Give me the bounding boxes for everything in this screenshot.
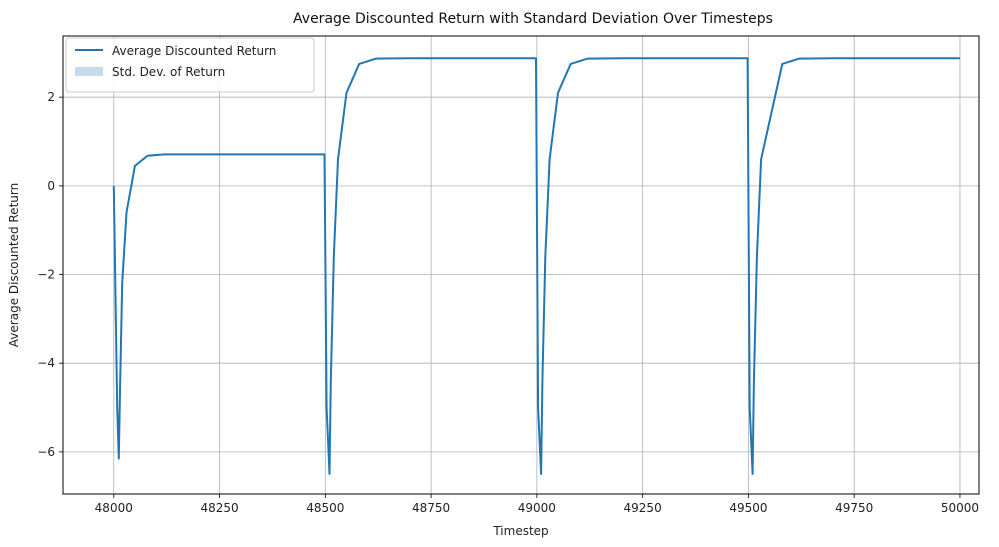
legend-box	[65, 37, 315, 93]
x-tick-label: 49000	[518, 501, 556, 515]
y-tick-label: 2	[47, 90, 55, 104]
y-tick-label: −2	[37, 268, 55, 282]
x-axis-ticks: 48000 48250 48500 48750 49000 49250 49500 49750…	[95, 494, 979, 515]
x-tick-label: 49750	[835, 501, 873, 515]
series	[112, 57, 960, 475]
x-tick-label: 48250	[200, 501, 238, 515]
x-tick-label: 48000	[95, 501, 133, 515]
x-tick-label: 48750	[412, 501, 450, 515]
y-tick-label: 0	[47, 179, 55, 193]
legend: Average Discounted Return Std. Dev. of R…	[65, 37, 315, 93]
y-tick-label: −6	[37, 445, 55, 459]
grid	[63, 36, 979, 494]
y-axis-label: Average Discounted Return	[7, 183, 21, 347]
legend-band-swatch	[75, 67, 103, 76]
x-tick-label: 50000	[941, 501, 979, 515]
chart-title: Average Discounted Return with Standard …	[293, 11, 773, 27]
x-tick-label: 49250	[624, 501, 662, 515]
x-axis-label: Timestep	[492, 524, 548, 538]
x-tick-label: 48500	[306, 501, 344, 515]
plot-frame	[62, 35, 980, 495]
x-tick-label: 49500	[729, 501, 767, 515]
series-line-average-discounted-return	[112, 57, 960, 475]
legend-label-std-dev: Std. Dev. of Return	[112, 65, 225, 79]
y-axis-ticks: 2 0 −2 −4 −6	[37, 90, 63, 459]
legend-label-average: Average Discounted Return	[112, 44, 276, 58]
y-tick-label: −4	[37, 356, 55, 370]
